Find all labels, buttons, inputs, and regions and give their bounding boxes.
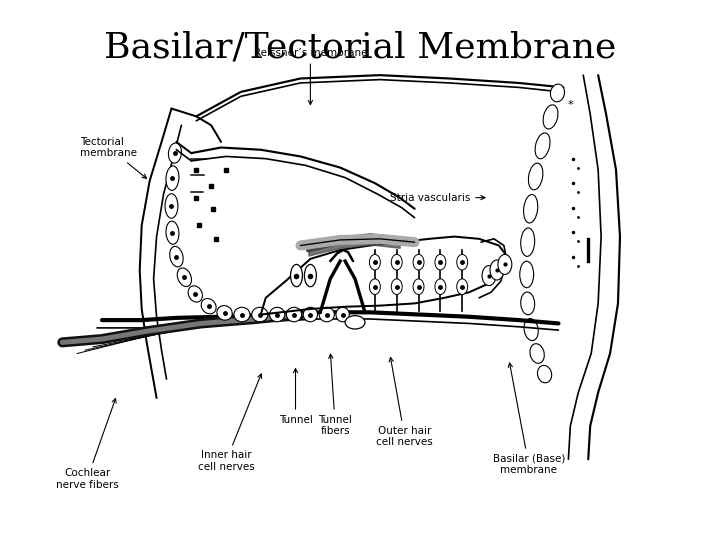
Ellipse shape (535, 133, 550, 159)
Ellipse shape (490, 260, 504, 280)
Ellipse shape (391, 279, 402, 294)
Text: Tectorial
membrane: Tectorial membrane (80, 137, 147, 178)
Ellipse shape (166, 166, 179, 191)
Ellipse shape (530, 343, 544, 363)
Ellipse shape (166, 221, 179, 244)
Text: Stria vascularis: Stria vascularis (390, 193, 485, 202)
Ellipse shape (521, 228, 535, 256)
Ellipse shape (217, 306, 233, 320)
Ellipse shape (520, 261, 534, 288)
Ellipse shape (524, 319, 539, 341)
Ellipse shape (165, 194, 178, 218)
Ellipse shape (291, 265, 302, 287)
Ellipse shape (201, 299, 216, 314)
Ellipse shape (234, 307, 250, 322)
Text: Tunnel: Tunnel (279, 369, 312, 425)
Ellipse shape (170, 246, 183, 267)
Ellipse shape (482, 266, 496, 286)
Text: Basilar/Tectorial Membrane: Basilar/Tectorial Membrane (104, 31, 616, 65)
Ellipse shape (456, 279, 468, 294)
Ellipse shape (550, 84, 564, 102)
Ellipse shape (435, 254, 446, 270)
Ellipse shape (413, 254, 424, 270)
Ellipse shape (523, 194, 538, 223)
Ellipse shape (168, 143, 181, 163)
Ellipse shape (521, 292, 535, 315)
Ellipse shape (287, 307, 302, 322)
Ellipse shape (435, 279, 446, 294)
Text: Outer hair
cell nerves: Outer hair cell nerves (377, 357, 433, 448)
Text: Reissner’s membrane: Reissner’s membrane (253, 49, 367, 105)
Ellipse shape (498, 254, 512, 274)
Ellipse shape (369, 254, 380, 270)
Ellipse shape (345, 316, 365, 329)
Ellipse shape (369, 279, 380, 294)
Ellipse shape (177, 268, 192, 287)
Ellipse shape (537, 366, 552, 383)
Ellipse shape (319, 307, 334, 322)
Ellipse shape (456, 254, 468, 270)
Ellipse shape (269, 307, 284, 322)
Ellipse shape (305, 265, 316, 287)
Text: *: * (567, 100, 573, 110)
Ellipse shape (336, 307, 349, 322)
Ellipse shape (391, 254, 402, 270)
Text: Cochlear
nerve fibers: Cochlear nerve fibers (55, 399, 119, 490)
Text: Inner hair
cell nerves: Inner hair cell nerves (198, 374, 261, 472)
Text: Tunnel
fibers: Tunnel fibers (318, 354, 352, 436)
Ellipse shape (543, 105, 558, 129)
Text: Basilar (Base)
membrane: Basilar (Base) membrane (492, 363, 565, 475)
Ellipse shape (188, 286, 202, 302)
Ellipse shape (303, 307, 318, 322)
Ellipse shape (413, 279, 424, 294)
Ellipse shape (252, 307, 268, 322)
Ellipse shape (528, 163, 543, 190)
